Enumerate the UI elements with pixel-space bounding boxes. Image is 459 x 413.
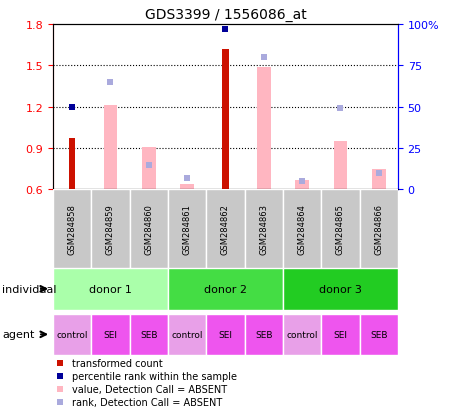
Bar [256, 67, 270, 190]
Bar [53, 190, 91, 268]
Text: GSM284861: GSM284861 [182, 204, 191, 254]
Text: agent: agent [2, 330, 34, 339]
Bar [206, 314, 244, 355]
Text: GSM284865: GSM284865 [335, 204, 344, 254]
Bar [141, 148, 155, 190]
Text: control: control [285, 330, 317, 339]
Text: SEB: SEB [254, 330, 272, 339]
Bar [282, 314, 320, 355]
Text: SEI: SEI [218, 330, 232, 339]
Text: value, Detection Call = ABSENT: value, Detection Call = ABSENT [72, 384, 226, 394]
Bar [129, 190, 168, 268]
Bar [69, 139, 75, 190]
Text: GSM284864: GSM284864 [297, 204, 306, 254]
Text: SEI: SEI [103, 330, 117, 339]
Text: GSM284862: GSM284862 [220, 204, 230, 254]
Text: GSM284866: GSM284866 [374, 204, 382, 255]
Title: GDS3399 / 1556086_at: GDS3399 / 1556086_at [144, 8, 306, 22]
Bar [295, 181, 308, 190]
Bar [282, 268, 397, 310]
Bar [333, 142, 347, 190]
Text: percentile rank within the sample: percentile rank within the sample [72, 371, 236, 381]
Bar [91, 314, 129, 355]
Text: donor 3: donor 3 [318, 284, 361, 294]
Text: SEB: SEB [140, 330, 157, 339]
Text: donor 2: donor 2 [203, 284, 246, 294]
Bar [53, 268, 168, 310]
Bar [359, 190, 397, 268]
Text: control: control [56, 330, 88, 339]
Text: donor 1: donor 1 [89, 284, 132, 294]
Text: transformed count: transformed count [72, 358, 162, 368]
Bar [168, 268, 282, 310]
Bar [320, 190, 359, 268]
Bar [244, 314, 282, 355]
Bar [320, 314, 359, 355]
Bar [222, 50, 228, 190]
Text: GSM284863: GSM284863 [259, 204, 268, 255]
Bar [168, 314, 206, 355]
Text: SEB: SEB [369, 330, 386, 339]
Text: GSM284860: GSM284860 [144, 204, 153, 254]
Text: GSM284859: GSM284859 [106, 204, 115, 254]
Text: SEI: SEI [333, 330, 347, 339]
Bar [359, 314, 397, 355]
Bar [244, 190, 282, 268]
Bar [206, 190, 244, 268]
Bar [180, 185, 194, 190]
Text: GSM284858: GSM284858 [67, 204, 76, 254]
Bar [129, 314, 168, 355]
Text: rank, Detection Call = ABSENT: rank, Detection Call = ABSENT [72, 397, 222, 407]
Bar [91, 190, 129, 268]
Bar [103, 105, 117, 190]
Text: individual: individual [2, 284, 56, 294]
Text: control: control [171, 330, 202, 339]
Bar [53, 314, 91, 355]
Bar [371, 169, 385, 190]
Bar [282, 190, 320, 268]
Bar [168, 190, 206, 268]
